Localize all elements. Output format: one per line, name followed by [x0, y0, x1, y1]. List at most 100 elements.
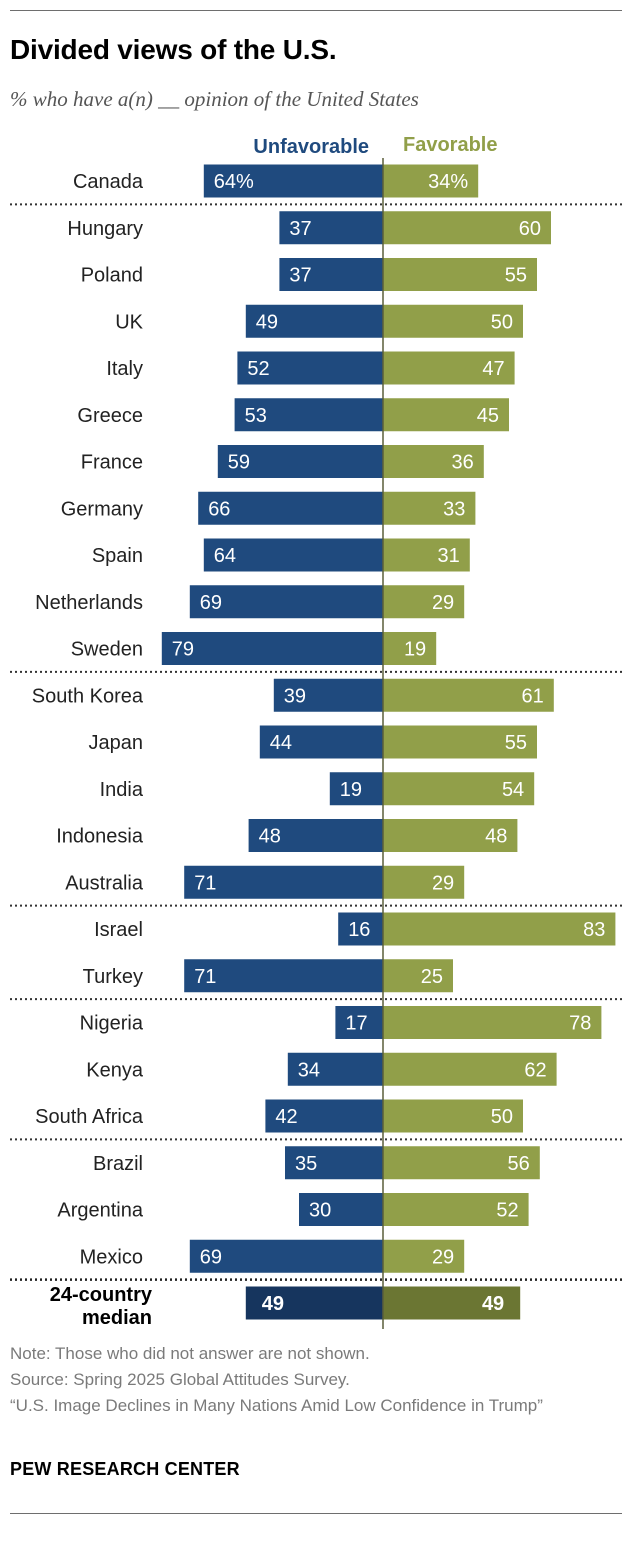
bar-unfavorable-spain — [203, 538, 383, 572]
bar-favorable-sweden — [383, 632, 437, 665]
bar-favorable-kenya — [383, 1052, 557, 1086]
pew-logo-text: PEW RESEARCH CENTER — [10, 1459, 240, 1479]
bar-unfavorable-median — [245, 1286, 383, 1320]
bar-favorable-australia — [383, 865, 465, 899]
bar-unfavorable-kenya — [287, 1052, 383, 1086]
bar-favorable-south-korea — [383, 678, 554, 712]
bar-unfavorable-poland — [279, 258, 383, 291]
country-label-indonesia: Indonesia — [56, 826, 144, 848]
country-label-italy: Italy — [106, 358, 143, 380]
chart-subtitle: % who have a(n) __ opinion of the United… — [10, 87, 419, 111]
bar-favorable-israel — [383, 912, 616, 946]
value-unfavorable-australia: 71 — [194, 872, 216, 894]
country-label-kenya: Kenya — [86, 1059, 144, 1081]
value-favorable-kenya: 62 — [524, 1059, 546, 1081]
bar-unfavorable-india — [329, 772, 383, 806]
country-label-poland: Poland — [81, 265, 143, 287]
country-label-hungary: Hungary — [67, 218, 143, 240]
value-favorable-spain: 31 — [438, 545, 460, 567]
bar-unfavorable-south-africa — [265, 1099, 383, 1133]
country-label-australia: Australia — [65, 872, 144, 894]
bar-favorable-hungary — [383, 211, 551, 245]
median-label-line1: 24-country — [50, 1284, 153, 1306]
bottom-rule — [10, 1513, 622, 1514]
value-unfavorable-spain: 64 — [214, 545, 236, 567]
value-favorable-nigeria: 78 — [569, 1013, 591, 1035]
value-favorable-france: 36 — [452, 452, 474, 474]
country-label-turkey: Turkey — [83, 966, 143, 988]
value-favorable-netherlands: 29 — [432, 592, 454, 614]
country-label-sweden: Sweden — [71, 639, 143, 661]
value-favorable-uk: 50 — [491, 311, 513, 333]
bar-unfavorable-canada — [203, 164, 383, 198]
bar-favorable-canada — [383, 164, 479, 198]
country-label-india: India — [100, 779, 144, 801]
country-label-south-africa: South Africa — [35, 1106, 144, 1128]
value-unfavorable-france: 59 — [228, 452, 250, 474]
bar-unfavorable-brazil — [285, 1146, 383, 1180]
bar-favorable-greece — [383, 398, 509, 432]
value-favorable-sweden: 19 — [404, 639, 426, 661]
country-label-germany: Germany — [61, 498, 143, 520]
bar-favorable-south-africa — [383, 1099, 523, 1133]
chart-title: Divided views of the U.S. — [10, 34, 337, 65]
value-favorable-japan: 55 — [505, 732, 527, 754]
value-unfavorable-greece: 53 — [245, 405, 267, 427]
country-label-israel: Israel — [94, 919, 143, 941]
value-unfavorable-kenya: 34 — [298, 1059, 320, 1081]
bar-unfavorable-mexico — [189, 1239, 383, 1273]
bar-favorable-mexico — [383, 1239, 465, 1273]
bar-unfavorable-australia — [184, 865, 383, 899]
value-unfavorable-hungary: 37 — [289, 218, 311, 240]
bar-unfavorable-uk — [245, 304, 383, 338]
bar-favorable-nigeria — [383, 1006, 602, 1039]
value-favorable-brazil: 56 — [508, 1153, 530, 1175]
country-label-nigeria: Nigeria — [80, 1013, 144, 1035]
source-text: Source: Spring 2025 Global Attitudes Sur… — [10, 1370, 350, 1389]
bar-favorable-argentina — [383, 1193, 529, 1226]
value-unfavorable-netherlands: 69 — [200, 592, 222, 614]
value-unfavorable-median: 49 — [262, 1293, 284, 1315]
bar-unfavorable-netherlands — [189, 585, 383, 619]
country-label-france: France — [81, 452, 143, 474]
value-unfavorable-south-africa: 42 — [275, 1106, 297, 1128]
value-unfavorable-indonesia: 48 — [259, 826, 281, 848]
value-unfavorable-poland: 37 — [289, 265, 311, 287]
country-label-uk: UK — [115, 311, 143, 333]
value-unfavorable-india: 19 — [340, 779, 362, 801]
value-favorable-median: 49 — [482, 1293, 504, 1315]
value-unfavorable-japan: 44 — [270, 732, 292, 754]
value-favorable-south-korea: 61 — [522, 685, 544, 707]
bar-favorable-indonesia — [383, 819, 518, 852]
value-unfavorable-germany: 66 — [208, 498, 230, 520]
bar-unfavorable-indonesia — [248, 819, 383, 852]
bar-favorable-germany — [383, 491, 476, 525]
value-favorable-india: 54 — [502, 779, 524, 801]
value-unfavorable-nigeria: 17 — [345, 1013, 367, 1035]
bar-unfavorable-nigeria — [335, 1006, 383, 1039]
value-unfavorable-south-korea: 39 — [284, 685, 306, 707]
bar-unfavorable-argentina — [299, 1193, 383, 1226]
value-favorable-germany: 33 — [443, 498, 465, 520]
value-unfavorable-turkey: 71 — [194, 966, 216, 988]
value-favorable-israel: 83 — [583, 919, 605, 941]
bar-favorable-spain — [383, 538, 470, 572]
country-label-canada: Canada — [73, 171, 144, 193]
bar-unfavorable-france — [217, 445, 383, 478]
value-favorable-poland: 55 — [505, 265, 527, 287]
bar-unfavorable-south-korea — [273, 678, 383, 712]
value-favorable-indonesia: 48 — [485, 826, 507, 848]
median-label-line2: median — [82, 1307, 152, 1329]
value-favorable-australia: 29 — [432, 872, 454, 894]
bar-unfavorable-japan — [259, 725, 383, 759]
value-favorable-italy: 47 — [482, 358, 504, 380]
bar-favorable-italy — [383, 351, 515, 385]
bar-favorable-india — [383, 772, 535, 806]
bar-unfavorable-italy — [237, 351, 383, 385]
country-label-greece: Greece — [77, 405, 143, 427]
bar-unfavorable-sweden — [161, 632, 383, 665]
note-text: Note: Those who did not answer are not s… — [10, 1344, 370, 1363]
bar-unfavorable-hungary — [279, 211, 383, 245]
bar-favorable-brazil — [383, 1146, 540, 1180]
bar-favorable-median — [383, 1286, 521, 1320]
